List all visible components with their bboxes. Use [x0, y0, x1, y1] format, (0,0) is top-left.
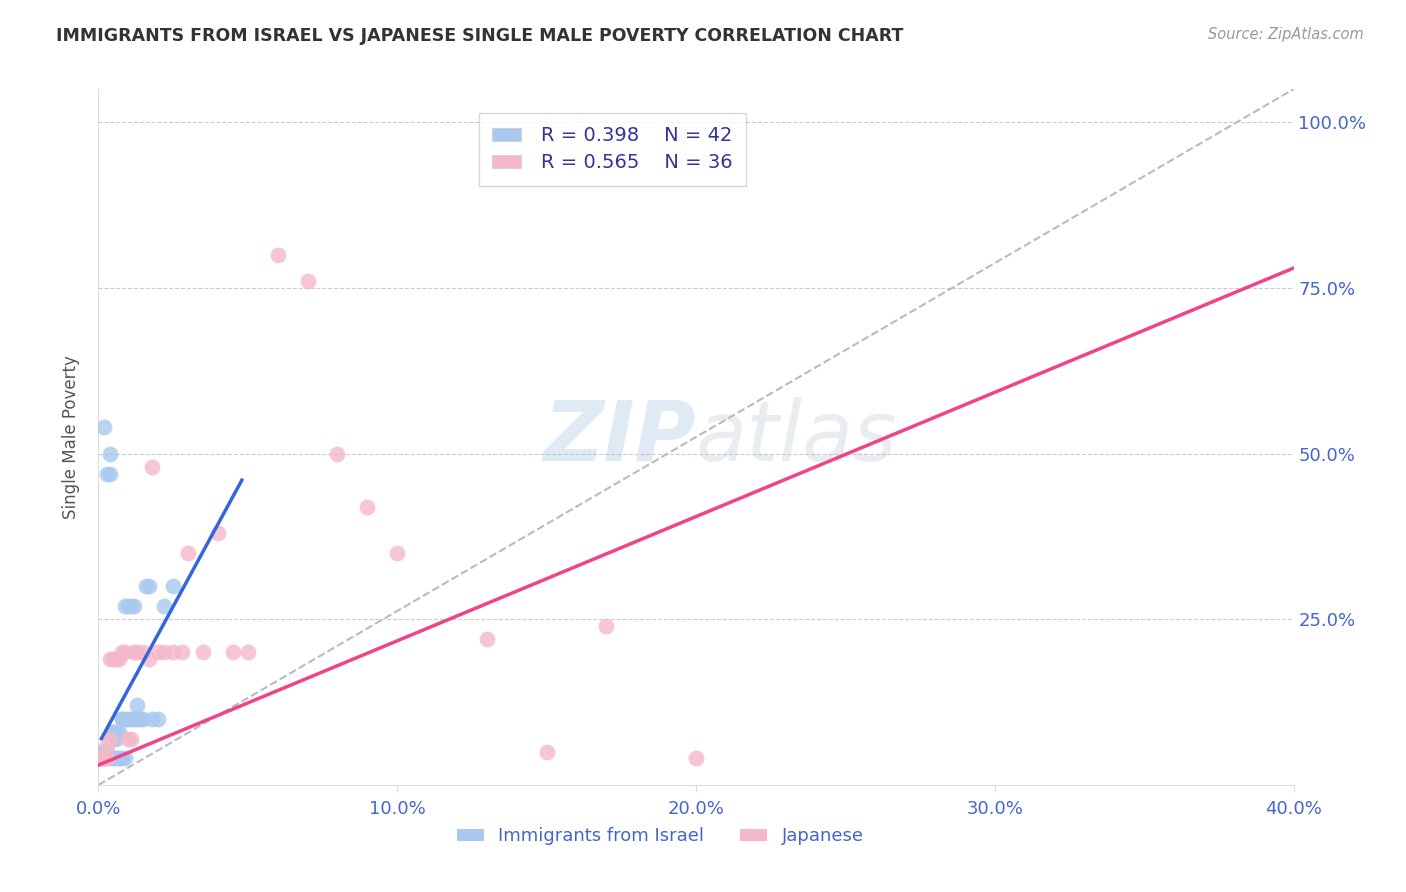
Point	[98, 652, 122, 666]
Point	[98, 447, 122, 461]
Point	[98, 467, 122, 481]
Point	[297, 274, 319, 288]
Point	[105, 725, 128, 739]
Point	[117, 712, 139, 726]
Point	[141, 459, 163, 474]
Point	[111, 712, 134, 726]
Point	[148, 645, 170, 659]
Point	[111, 751, 134, 765]
Point	[114, 751, 136, 765]
Point	[96, 467, 118, 481]
Point	[124, 712, 146, 726]
Point	[108, 725, 131, 739]
Point	[162, 579, 184, 593]
Point	[105, 751, 128, 765]
Point	[141, 712, 163, 726]
Point	[356, 500, 378, 514]
Point	[90, 751, 112, 765]
Point	[207, 526, 229, 541]
Point	[96, 751, 118, 765]
Point	[138, 652, 160, 666]
Point	[595, 619, 617, 633]
Point	[267, 248, 290, 262]
Point	[475, 632, 498, 647]
Legend: Immigrants from Israel, Japanese: Immigrants from Israel, Japanese	[450, 820, 870, 853]
Point	[90, 745, 112, 759]
Point	[93, 751, 115, 765]
Text: Source: ZipAtlas.com: Source: ZipAtlas.com	[1208, 27, 1364, 42]
Point	[127, 645, 149, 659]
Point	[105, 652, 128, 666]
Point	[105, 731, 128, 746]
Point	[124, 599, 146, 613]
Point	[90, 751, 112, 765]
Point	[222, 645, 245, 659]
Point	[385, 546, 409, 560]
Point	[138, 579, 160, 593]
Point	[108, 652, 131, 666]
Point	[96, 745, 118, 759]
Point	[108, 751, 131, 765]
Point	[132, 645, 155, 659]
Point	[191, 645, 214, 659]
Point	[93, 745, 115, 759]
Point	[103, 725, 125, 739]
Point	[103, 731, 125, 746]
Point	[127, 698, 149, 713]
Point	[536, 745, 558, 759]
Point	[117, 731, 139, 746]
Point	[117, 599, 139, 613]
Point	[685, 751, 707, 765]
Point	[111, 645, 134, 659]
Point	[120, 599, 142, 613]
Point	[120, 731, 142, 746]
Point	[172, 645, 194, 659]
Point	[114, 712, 136, 726]
Point	[103, 751, 125, 765]
Point	[148, 712, 170, 726]
Point	[93, 420, 115, 434]
Y-axis label: Single Male Poverty: Single Male Poverty	[62, 355, 80, 519]
Point	[103, 725, 125, 739]
Point	[177, 546, 200, 560]
Point	[98, 731, 122, 746]
Point	[124, 645, 146, 659]
Point	[153, 599, 176, 613]
Text: atlas: atlas	[696, 397, 897, 477]
Point	[114, 599, 136, 613]
Point	[111, 712, 134, 726]
Point	[114, 645, 136, 659]
Point	[326, 447, 349, 461]
Point	[96, 738, 118, 752]
Point	[236, 645, 259, 659]
Point	[153, 645, 176, 659]
Text: ZIP: ZIP	[543, 397, 696, 477]
Point	[93, 751, 115, 765]
Point	[135, 579, 157, 593]
Point	[162, 645, 184, 659]
Point	[120, 712, 142, 726]
Point	[132, 712, 155, 726]
Point	[96, 751, 118, 765]
Point	[129, 712, 152, 726]
Point	[98, 751, 122, 765]
Point	[127, 712, 149, 726]
Point	[103, 652, 125, 666]
Text: IMMIGRANTS FROM ISRAEL VS JAPANESE SINGLE MALE POVERTY CORRELATION CHART: IMMIGRANTS FROM ISRAEL VS JAPANESE SINGL…	[56, 27, 904, 45]
